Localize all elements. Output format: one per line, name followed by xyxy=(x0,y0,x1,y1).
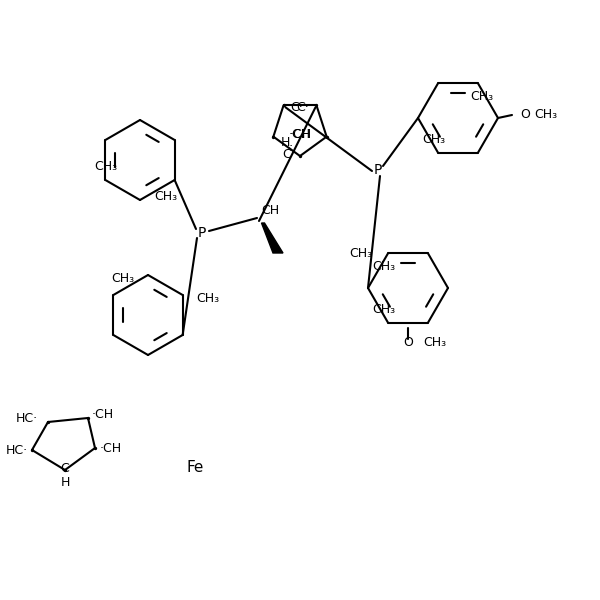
Text: C: C xyxy=(61,461,70,475)
Text: CH₃: CH₃ xyxy=(197,292,220,304)
Text: CH₃: CH₃ xyxy=(94,160,117,173)
Text: ·CH: ·CH xyxy=(100,442,122,455)
Text: CH₃: CH₃ xyxy=(422,133,446,146)
Text: CH₃: CH₃ xyxy=(534,109,557,121)
Text: H: H xyxy=(61,475,70,488)
Text: CH₃: CH₃ xyxy=(470,90,494,103)
Text: C·: C· xyxy=(291,101,304,114)
Text: HC·: HC· xyxy=(6,443,28,457)
Text: HC·: HC· xyxy=(16,413,38,425)
Text: O: O xyxy=(403,337,413,349)
Text: ·CH: ·CH xyxy=(289,128,311,141)
Text: CH₃: CH₃ xyxy=(423,337,446,349)
Text: P: P xyxy=(198,226,206,240)
Text: ·CH: ·CH xyxy=(289,128,311,141)
Text: ·CH: ·CH xyxy=(92,409,114,421)
Text: CH₃: CH₃ xyxy=(373,303,395,316)
Text: CH₃: CH₃ xyxy=(111,271,134,284)
Polygon shape xyxy=(262,223,283,253)
Text: CH₃: CH₃ xyxy=(154,190,177,202)
Text: P: P xyxy=(374,163,382,177)
Text: O: O xyxy=(520,109,530,121)
Text: CH₃: CH₃ xyxy=(349,247,372,260)
Text: CH₃: CH₃ xyxy=(373,260,395,273)
Text: C: C xyxy=(283,148,292,160)
Text: H.: H. xyxy=(280,136,293,149)
Text: CH: CH xyxy=(261,205,279,217)
Text: Fe: Fe xyxy=(187,461,203,475)
Text: C·: C· xyxy=(296,101,309,114)
